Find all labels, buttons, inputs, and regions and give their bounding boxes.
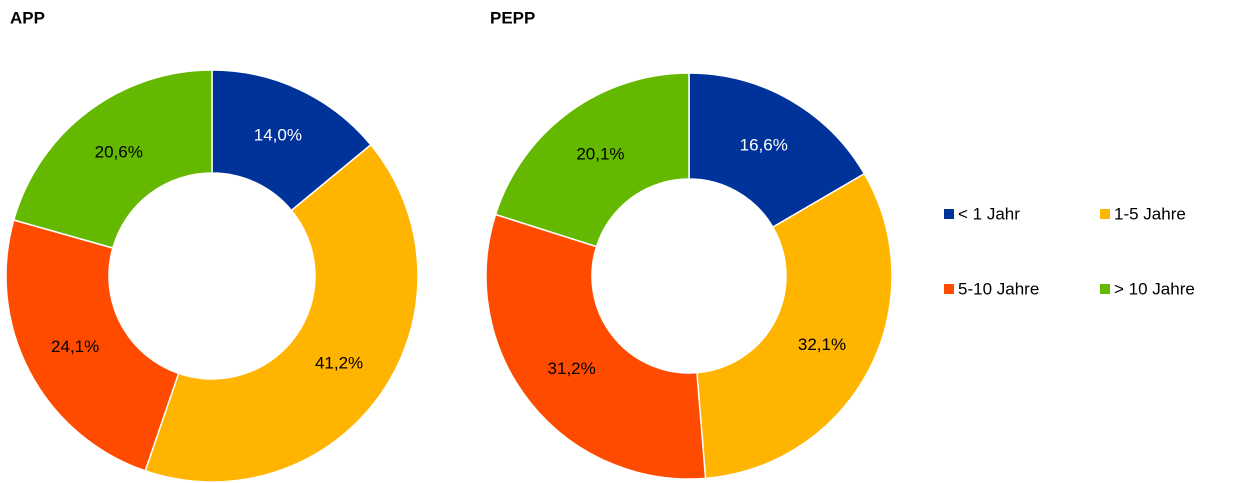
chart-title: PEPP [490, 8, 535, 27]
legend-label: < 1 Jahr [958, 204, 1020, 223]
legend-swatch [1100, 209, 1110, 219]
legend-swatch [944, 209, 954, 219]
data-label: 20,6% [95, 142, 143, 161]
donut-slice [688, 72, 866, 229]
legend-label: > 10 Jahre [1114, 279, 1195, 298]
data-label: 16,6% [740, 135, 788, 154]
data-label: 24,1% [51, 337, 99, 356]
legend-swatch [944, 284, 954, 294]
chart-title: APP [10, 8, 45, 27]
legend-swatch [1100, 284, 1110, 294]
data-label: 31,2% [548, 359, 596, 378]
data-label: 32,1% [798, 335, 846, 354]
donut-slice [494, 72, 690, 248]
donut-slice [5, 219, 180, 472]
donut-slice [144, 143, 419, 483]
legend-label: 1-5 Jahre [1114, 204, 1186, 223]
donut-slice [485, 213, 707, 480]
donut-slice [12, 69, 213, 249]
legend-label: 5-10 Jahre [958, 279, 1039, 298]
donut-slice [211, 69, 372, 212]
data-label: 20,1% [576, 144, 624, 163]
donut-slice [696, 172, 893, 480]
data-label: 41,2% [315, 353, 363, 372]
data-label: 14,0% [254, 126, 302, 145]
